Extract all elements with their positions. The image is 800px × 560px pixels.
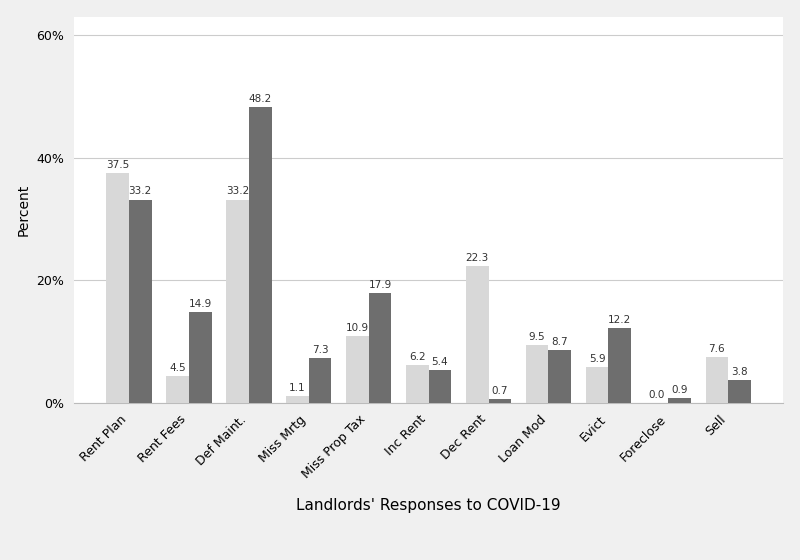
Text: 6.2: 6.2 bbox=[409, 352, 426, 362]
Bar bbox=[309, 358, 331, 403]
Text: 37.5: 37.5 bbox=[106, 160, 129, 170]
Text: 9.5: 9.5 bbox=[529, 332, 546, 342]
Text: 0.7: 0.7 bbox=[492, 386, 508, 396]
Text: 7.3: 7.3 bbox=[312, 346, 328, 356]
Bar bbox=[249, 108, 271, 403]
Text: 10.9: 10.9 bbox=[346, 323, 369, 333]
Bar bbox=[166, 376, 189, 403]
Bar bbox=[526, 345, 549, 403]
Text: 12.2: 12.2 bbox=[608, 315, 631, 325]
Text: 7.6: 7.6 bbox=[709, 343, 726, 353]
Bar bbox=[609, 328, 631, 403]
Bar bbox=[586, 367, 609, 403]
Bar bbox=[346, 337, 369, 403]
Bar bbox=[429, 370, 451, 403]
Text: 0.0: 0.0 bbox=[649, 390, 665, 400]
Bar bbox=[489, 399, 511, 403]
Text: 0.9: 0.9 bbox=[671, 385, 688, 395]
Bar bbox=[728, 380, 751, 403]
Bar bbox=[189, 312, 211, 403]
Text: 33.2: 33.2 bbox=[226, 186, 249, 197]
Bar bbox=[706, 357, 728, 403]
Bar bbox=[668, 398, 691, 403]
Bar bbox=[466, 267, 489, 403]
Text: 8.7: 8.7 bbox=[551, 337, 568, 347]
Bar bbox=[129, 199, 152, 403]
Text: 1.1: 1.1 bbox=[289, 384, 306, 393]
Bar bbox=[226, 199, 249, 403]
Y-axis label: Percent: Percent bbox=[17, 184, 30, 236]
Bar bbox=[549, 350, 571, 403]
Bar bbox=[369, 293, 391, 403]
Text: 22.3: 22.3 bbox=[466, 253, 489, 263]
Text: 3.8: 3.8 bbox=[731, 367, 748, 377]
Text: 5.4: 5.4 bbox=[432, 357, 448, 367]
Text: 14.9: 14.9 bbox=[189, 298, 212, 309]
Text: 33.2: 33.2 bbox=[129, 186, 152, 197]
Text: 4.5: 4.5 bbox=[169, 362, 186, 372]
Text: 17.9: 17.9 bbox=[368, 281, 392, 290]
Bar bbox=[106, 173, 129, 403]
Bar bbox=[406, 365, 429, 403]
Bar bbox=[286, 396, 309, 403]
Text: 48.2: 48.2 bbox=[249, 95, 272, 104]
Text: 5.9: 5.9 bbox=[589, 354, 606, 364]
X-axis label: Landlords' Responses to COVID-19: Landlords' Responses to COVID-19 bbox=[296, 498, 561, 513]
